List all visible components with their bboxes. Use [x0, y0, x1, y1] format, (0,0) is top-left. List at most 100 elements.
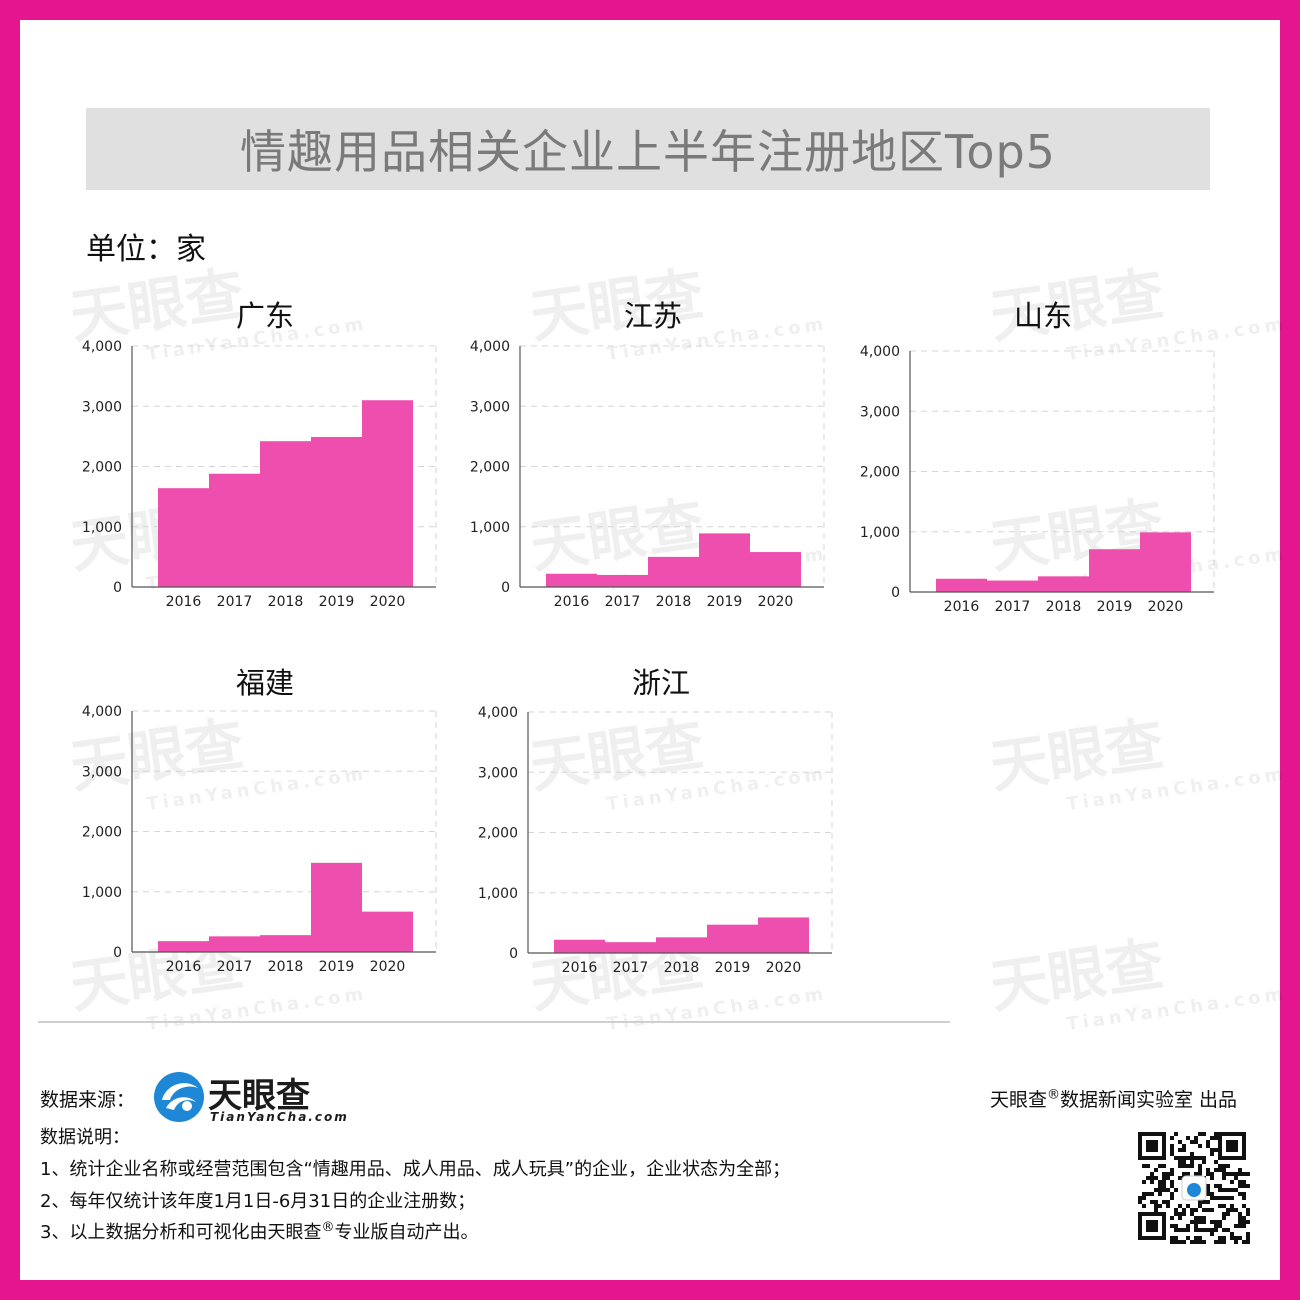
qr-module [1162, 1172, 1166, 1176]
qr-module [1190, 1152, 1194, 1156]
x-tick-label: 2020 [370, 594, 406, 610]
qr-module [1206, 1200, 1210, 1204]
qr-module [1226, 1208, 1230, 1212]
qr-module [1202, 1156, 1206, 1160]
qr-module [1230, 1236, 1234, 1240]
qr-module [1242, 1220, 1246, 1224]
qr-module [1198, 1144, 1202, 1148]
qr-module [1158, 1192, 1162, 1196]
qr-module [1186, 1204, 1190, 1208]
qr-module [1186, 1156, 1190, 1160]
qr-module [1238, 1192, 1242, 1196]
qr-module [1210, 1152, 1214, 1156]
qr-module [1142, 1196, 1146, 1200]
qr-finder-core [1146, 1140, 1158, 1152]
x-tick-label: 2020 [766, 960, 802, 976]
qr-module [1138, 1196, 1142, 1200]
qr-module [1190, 1240, 1194, 1244]
qr-module [1198, 1240, 1202, 1244]
qr-module [1154, 1204, 1158, 1208]
qr-module [1226, 1172, 1230, 1176]
qr-module [1182, 1240, 1186, 1244]
qr-module [1174, 1212, 1178, 1216]
qr-module [1178, 1148, 1182, 1152]
x-tick-label: 2018 [664, 960, 700, 976]
qr-module [1198, 1204, 1202, 1208]
qr-module [1182, 1156, 1186, 1160]
y-tick-label: 2,000 [860, 465, 900, 481]
qr-module [1206, 1208, 1210, 1212]
qr-module [1222, 1196, 1226, 1200]
x-tick-label: 2018 [1046, 599, 1082, 615]
qr-module [1222, 1240, 1226, 1244]
qr-module [1238, 1168, 1242, 1172]
qr-module [1242, 1204, 1246, 1208]
qr-module [1198, 1132, 1202, 1136]
x-tick-label: 2017 [217, 959, 253, 975]
x-tick-label: 2016 [166, 959, 202, 975]
qr-module [1234, 1176, 1238, 1180]
qr-module [1238, 1180, 1242, 1184]
y-tick-label: 1,000 [82, 885, 122, 901]
qr-module [1186, 1136, 1190, 1140]
qr-module [1214, 1136, 1218, 1140]
qr-module [1146, 1164, 1150, 1168]
qr-module [1210, 1228, 1214, 1232]
qr-module [1198, 1156, 1202, 1160]
x-tick-label: 2020 [1148, 599, 1184, 615]
y-tick-label: 4,000 [860, 344, 900, 360]
qr-module [1222, 1212, 1226, 1216]
qr-module [1194, 1156, 1198, 1160]
bar-2019 [1089, 549, 1140, 592]
qr-module [1178, 1216, 1182, 1220]
qr-module [1210, 1136, 1214, 1140]
qr-module [1138, 1200, 1142, 1204]
qr-module [1162, 1188, 1166, 1192]
qr-module [1198, 1164, 1202, 1168]
qr-module [1202, 1216, 1206, 1220]
qr-module [1206, 1188, 1210, 1192]
x-tick-label: 2017 [613, 960, 649, 976]
divider [38, 1021, 950, 1023]
qr-module [1206, 1168, 1210, 1172]
qr-module [1238, 1220, 1242, 1224]
qr-module [1218, 1196, 1222, 1200]
x-tick-label: 2017 [217, 594, 253, 610]
x-tick-label: 2017 [605, 594, 641, 610]
x-tick-label: 2018 [268, 594, 304, 610]
bar-chart-jiangsu: 01,0002,0003,0004,0002016 2017 2018 2019 202… [458, 290, 848, 620]
qr-module [1158, 1204, 1162, 1208]
qr-module [1218, 1224, 1222, 1228]
qr-module [1170, 1236, 1174, 1240]
qr-logo-icon [1187, 1183, 1201, 1197]
qr-module [1246, 1220, 1250, 1224]
y-tick-label: 4,000 [470, 339, 510, 355]
qr-module [1202, 1160, 1206, 1164]
qr-module [1170, 1136, 1174, 1140]
qr-module [1202, 1240, 1206, 1244]
qr-module [1222, 1172, 1226, 1176]
qr-module [1234, 1172, 1238, 1176]
qr-module [1226, 1188, 1230, 1192]
chart-panel-guangdong: 广东 0 1,000 2,000 3,000 4,000 2016 2017 2018 2019… [70, 290, 460, 620]
y-tick-label: 0 [501, 580, 510, 596]
qr-module [1170, 1192, 1174, 1196]
qr-module [1182, 1228, 1186, 1232]
page-title: 情趣用品相关企业上半年注册地区Top5 [240, 116, 1056, 182]
qr-module [1226, 1212, 1230, 1216]
logo-subtext: TianYanCha.com [210, 1110, 349, 1124]
qr-module [1218, 1240, 1222, 1244]
x-tick-label: 2020 [370, 959, 406, 975]
qr-module [1210, 1232, 1214, 1236]
qr-module [1238, 1184, 1242, 1188]
qr-module [1154, 1200, 1158, 1204]
qr-module [1174, 1132, 1178, 1136]
qr-module [1158, 1188, 1162, 1192]
qr-module [1230, 1208, 1234, 1212]
qr-code [1138, 1132, 1250, 1244]
chart-panel-jiangsu: 江苏 0 1,000 2,000 3,000 4,000 2016 2017 2018 2019… [458, 290, 848, 620]
qr-module [1190, 1212, 1194, 1216]
qr-module [1162, 1184, 1166, 1188]
bar-2016 [546, 574, 597, 587]
y-tick-label: 4,000 [82, 339, 122, 355]
